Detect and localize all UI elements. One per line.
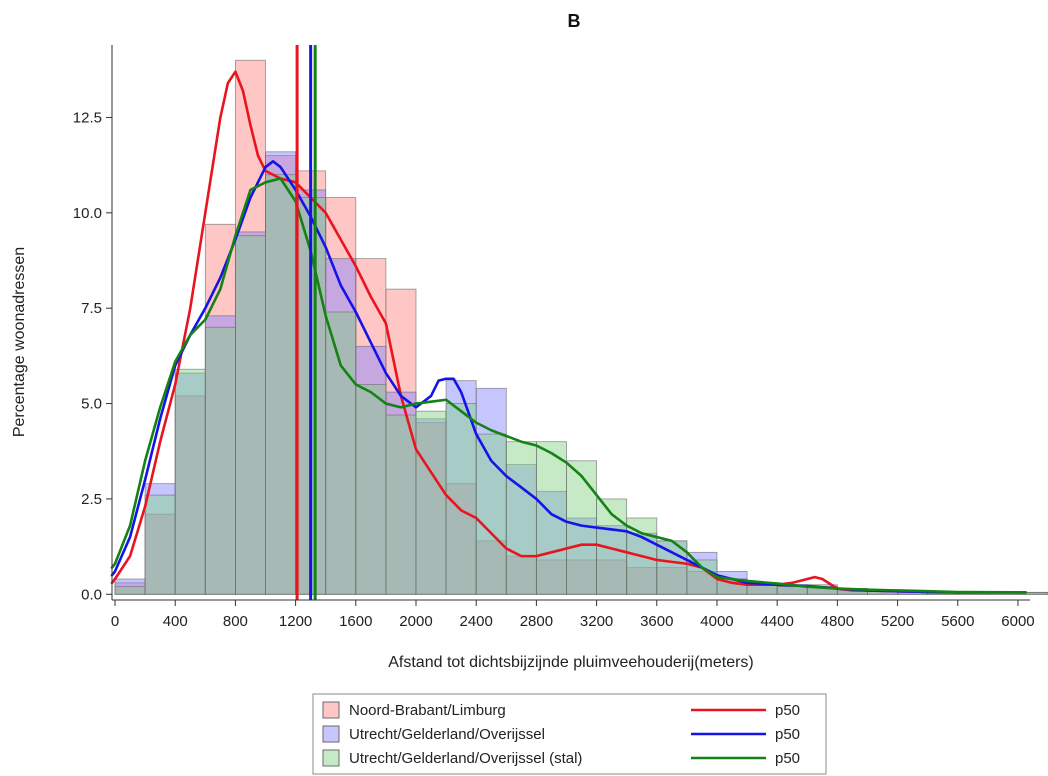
legend: Noord-Brabant/Limburg p50Utrecht/Gelderla…: [312, 693, 827, 775]
density-curve-3: [110, 177, 1027, 594]
bar-series-3-bin-22: [776, 586, 808, 595]
bar-series-1-bin-9: [385, 288, 417, 595]
bars-layer: [114, 59, 1048, 595]
bar-series-1-bin-15: [566, 559, 597, 595]
x-tick-label: 2000: [399, 613, 432, 630]
bar-series-3-bin-14: [535, 441, 567, 595]
bar-series-1-bin-7: [325, 197, 357, 595]
x-tick-label: 0: [111, 613, 119, 630]
y-tick-label: 5.0: [81, 396, 102, 413]
bar-series-3-bin-3: [204, 326, 236, 595]
bar-series-2-bin-3: [204, 315, 236, 595]
legend-line-label: p50: [775, 702, 800, 719]
bar-series-3-bin-8: [355, 384, 387, 595]
y-axis-title: Percentage woonadressen: [11, 247, 28, 437]
legend-line-label: p50: [775, 750, 800, 767]
x-tick-label: 6000: [1001, 613, 1034, 630]
x-tick-label: 5600: [941, 613, 974, 630]
x-tick-label: 2400: [460, 613, 493, 630]
bar-series-3-bin-13: [505, 441, 537, 595]
bar-series-3-bin-0: [114, 586, 146, 595]
bar-series-3-bin-1: [144, 494, 176, 595]
legend-label: Utrecht/Gelderland/Overijssel: [349, 726, 545, 743]
bar-series-3-bin-7: [325, 311, 357, 595]
legend-swatch: [322, 749, 340, 767]
legend-line-label: p50: [775, 726, 800, 743]
bar-series-2-bin-12: [475, 387, 507, 595]
legend-entry-1: Noord-Brabant/Limburg p50: [322, 701, 800, 719]
y-tick-label: 7.5: [81, 300, 102, 317]
bar-series-2-bin-5: [265, 151, 297, 595]
legend-entry-2: Utrecht/Gelderland/Overijssel p50: [322, 725, 800, 743]
bar-series-3-bin-5: [265, 174, 297, 595]
x-tick-label: 4800: [821, 613, 854, 630]
x-axis-title: Afstand tot dichtsbijzijnde pluimveehoud…: [388, 654, 754, 671]
bar-series-2-bin-4: [234, 231, 266, 595]
bar-series-3-bin-15: [566, 460, 597, 595]
bar-series-2-bin-1: [144, 483, 176, 595]
axes-layer: 0 400 800 1200 1600 2000 2400 2800 3200 3600 4000 4…: [73, 45, 1035, 630]
bar-series-3: [114, 174, 1048, 595]
chart-title: B: [568, 11, 581, 31]
bar-series-3-bin-2: [174, 368, 206, 595]
density-curve-1: [110, 70, 1027, 594]
legend-swatch: [322, 725, 340, 743]
x-tick-label: 1200: [279, 613, 312, 630]
legend-label: Utrecht/Gelderland/Overijssel (stal): [349, 750, 582, 767]
bar-series-3-bin-4: [234, 235, 266, 595]
x-tick-label: 1600: [339, 613, 372, 630]
bar-series-3-bin-12: [475, 433, 507, 595]
density-layer: [110, 70, 1027, 594]
legend-entry-3: Utrecht/Gelderland/Overijssel (stal) p50: [322, 749, 800, 767]
y-tick-label: 2.5: [81, 491, 102, 508]
reference-lines-layer: [295, 45, 317, 600]
x-tick-label: 5200: [881, 613, 914, 630]
bar-series-1-bin-5: [265, 155, 297, 595]
x-tick-label: 400: [163, 613, 188, 630]
bar-series-3-bin-9: [385, 414, 417, 595]
bar-series-1-bin-18: [656, 567, 688, 595]
x-tick-label: 4400: [760, 613, 793, 630]
x-tick-label: 2800: [520, 613, 553, 630]
y-tick-label: 10.0: [73, 205, 102, 222]
x-tick-label: 3200: [580, 613, 613, 630]
legend-swatch: [322, 701, 340, 719]
bar-series-1-bin-11: [445, 483, 477, 595]
x-tick-label: 3600: [640, 613, 673, 630]
x-tick-label: 4000: [700, 613, 733, 630]
y-tick-label: 0.0: [81, 586, 102, 603]
bar-series-1-bin-12: [475, 540, 507, 595]
bar-series-3-bin-10: [415, 410, 447, 595]
legend-label: Noord-Brabant/Limburg: [349, 702, 506, 719]
x-tick-label: 800: [223, 613, 248, 630]
bar-series-1-bin-14: [535, 559, 567, 595]
y-tick-label: 12.5: [73, 109, 102, 126]
bar-series-2-bin-7: [325, 258, 357, 595]
